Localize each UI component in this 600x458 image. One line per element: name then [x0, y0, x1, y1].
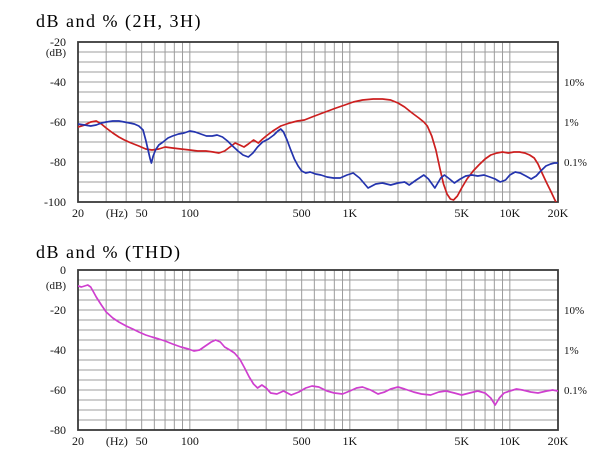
- curve-red: [78, 98, 557, 202]
- grid-lines: [77, 269, 559, 431]
- y-tick-label: (dB): [46, 280, 67, 292]
- x-tick-label: 100: [181, 434, 199, 448]
- percent-label: 1%: [564, 117, 579, 129]
- x-tick-label: 20K: [548, 206, 569, 220]
- percent-label: 10%: [564, 305, 584, 317]
- y-tick-label: -80: [50, 155, 66, 169]
- x-tick-label: 10K: [499, 206, 520, 220]
- percent-label: 0.1%: [564, 385, 587, 397]
- y-tick-label: -40: [50, 75, 66, 89]
- x-tick-label: 50: [136, 434, 148, 448]
- chart-thd: 0 (dB) -20 -40 -60 -80 20 (Hz) 50 100 500 1K 5K 10K 20…: [46, 263, 587, 448]
- x-tick-label: 1K: [342, 434, 357, 448]
- chart-title-thd: dB and % (THD): [36, 242, 181, 263]
- y-tick-label: -20: [50, 303, 66, 317]
- x-tick-label: 20: [72, 206, 84, 220]
- curve-blue: [78, 120, 558, 189]
- x-tick-label: 50: [136, 206, 148, 220]
- y-tick-label: -60: [50, 115, 66, 129]
- x-tick-label: (Hz): [106, 206, 128, 220]
- chart-2h-3h: -20(dB) -40 -60 -80 -100 20 (Hz) 50 100 500 1K 5K 10…: [44, 35, 587, 220]
- x-tick-label: 5K: [454, 434, 469, 448]
- x-tick-label: 20: [72, 434, 84, 448]
- curve-THD: [78, 284, 558, 406]
- x-tick-label: 5K: [454, 206, 469, 220]
- plot-border: [77, 41, 559, 203]
- x-tick-label: (Hz): [106, 434, 128, 448]
- y-tick-label: -80: [50, 423, 66, 437]
- y-tick-label: (dB): [46, 47, 67, 59]
- x-tick-label: 500: [293, 206, 311, 220]
- y-tick-label: 0: [60, 263, 66, 277]
- x-tick-label: 500: [293, 434, 311, 448]
- y-tick-label: -20: [50, 35, 66, 49]
- y-tick-label: -40: [50, 343, 66, 357]
- plot-border: [77, 269, 559, 431]
- x-tick-label: 20K: [548, 434, 569, 448]
- grid-lines: [77, 41, 559, 203]
- y-tick-label: -60: [50, 383, 66, 397]
- percent-label: 10%: [564, 77, 584, 89]
- x-tick-label: 100: [181, 206, 199, 220]
- percent-label: 1%: [564, 345, 579, 357]
- x-tick-label: 1K: [342, 206, 357, 220]
- y-tick-label: -100: [44, 195, 66, 209]
- percent-label: 0.1%: [564, 157, 587, 169]
- x-tick-label: 10K: [499, 434, 520, 448]
- chart-title-2h-3h: dB and % (2H, 3H): [36, 11, 202, 32]
